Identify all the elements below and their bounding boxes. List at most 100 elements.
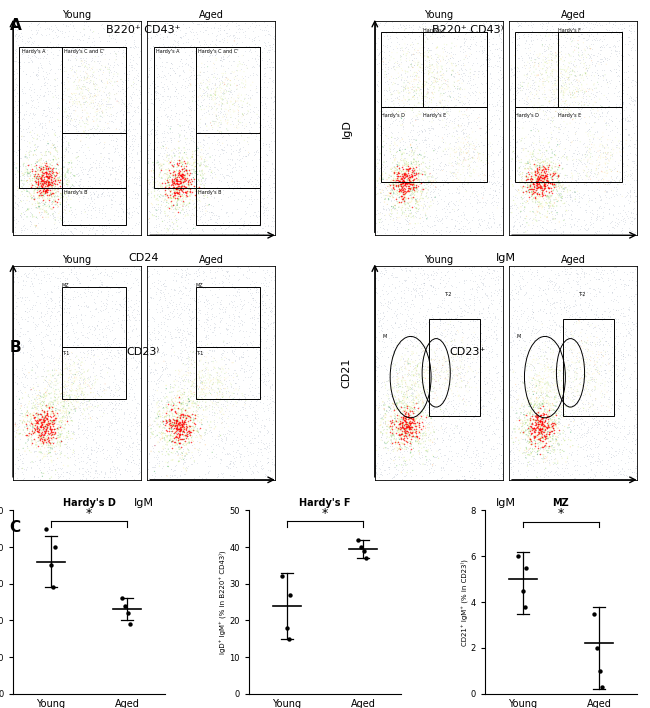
Point bbox=[86, 404, 97, 416]
Point bbox=[551, 76, 562, 87]
Point bbox=[445, 455, 456, 466]
Point bbox=[573, 311, 584, 322]
Point bbox=[186, 122, 196, 134]
Point bbox=[226, 47, 236, 59]
Point bbox=[112, 444, 123, 455]
Point bbox=[70, 161, 80, 173]
Point bbox=[569, 74, 580, 85]
Point bbox=[35, 163, 46, 174]
Point bbox=[453, 120, 463, 131]
Point bbox=[564, 71, 575, 82]
Point bbox=[164, 179, 174, 190]
Point bbox=[78, 116, 88, 127]
Point bbox=[422, 268, 432, 280]
Point bbox=[450, 348, 461, 359]
Point bbox=[44, 402, 54, 413]
Point bbox=[544, 426, 554, 438]
Point bbox=[263, 119, 274, 130]
Point bbox=[393, 387, 403, 398]
Point bbox=[75, 399, 85, 411]
Point bbox=[476, 382, 487, 394]
Point bbox=[181, 447, 192, 459]
Point bbox=[390, 212, 400, 223]
Point bbox=[597, 309, 607, 320]
Point bbox=[157, 135, 168, 147]
Point bbox=[616, 469, 627, 480]
Point bbox=[400, 188, 410, 199]
Point bbox=[534, 182, 544, 193]
Point bbox=[211, 87, 221, 98]
Point bbox=[463, 346, 473, 357]
Point bbox=[62, 179, 73, 190]
Point bbox=[395, 307, 406, 319]
Point bbox=[413, 105, 424, 117]
Point bbox=[181, 423, 191, 435]
Point bbox=[85, 447, 96, 458]
Point bbox=[412, 418, 423, 429]
Point bbox=[401, 147, 411, 159]
Point bbox=[233, 115, 244, 127]
Point bbox=[456, 144, 466, 156]
Point bbox=[378, 102, 388, 113]
Point bbox=[205, 388, 216, 399]
Point bbox=[201, 355, 211, 366]
Point bbox=[584, 166, 594, 177]
Point bbox=[26, 344, 36, 355]
Point bbox=[408, 283, 419, 295]
Point bbox=[446, 158, 456, 169]
Point bbox=[163, 423, 174, 434]
Point bbox=[514, 455, 524, 467]
Point bbox=[556, 191, 566, 202]
Point bbox=[396, 59, 406, 70]
Point bbox=[539, 88, 549, 100]
Point bbox=[121, 20, 131, 31]
Point bbox=[170, 284, 180, 295]
Point bbox=[417, 346, 427, 357]
Point bbox=[268, 213, 279, 224]
Point bbox=[232, 80, 242, 91]
Point bbox=[396, 375, 407, 386]
Point bbox=[566, 50, 576, 62]
Point bbox=[261, 149, 272, 160]
Point bbox=[160, 168, 170, 179]
Point bbox=[530, 103, 540, 115]
Point bbox=[387, 118, 397, 129]
Point bbox=[450, 334, 460, 346]
Point bbox=[400, 423, 411, 434]
Point bbox=[432, 49, 442, 60]
Point bbox=[581, 219, 592, 230]
Point bbox=[439, 128, 449, 139]
Point bbox=[193, 400, 203, 411]
Point bbox=[125, 282, 135, 294]
Point bbox=[207, 171, 217, 183]
Point bbox=[80, 287, 90, 298]
Point bbox=[614, 90, 625, 101]
Point bbox=[164, 415, 175, 426]
Point bbox=[62, 145, 73, 156]
Point bbox=[70, 113, 80, 125]
Point bbox=[606, 183, 616, 195]
Point bbox=[421, 189, 431, 200]
Point bbox=[211, 48, 221, 59]
Point bbox=[580, 353, 591, 365]
Point bbox=[167, 401, 177, 412]
Point bbox=[41, 67, 51, 78]
Point bbox=[400, 178, 411, 189]
Point bbox=[531, 471, 541, 482]
Point bbox=[511, 384, 521, 395]
Point bbox=[473, 404, 484, 415]
Point bbox=[571, 179, 581, 190]
Point bbox=[612, 46, 622, 57]
Point bbox=[28, 383, 38, 394]
Point bbox=[630, 320, 641, 331]
Point bbox=[62, 166, 72, 178]
Point bbox=[37, 164, 47, 175]
Point bbox=[172, 182, 182, 193]
Point bbox=[478, 278, 489, 289]
Point bbox=[173, 431, 183, 442]
Point bbox=[465, 49, 476, 60]
Point bbox=[558, 400, 568, 411]
Point bbox=[402, 169, 412, 181]
Point bbox=[172, 409, 183, 420]
Point bbox=[471, 384, 482, 395]
